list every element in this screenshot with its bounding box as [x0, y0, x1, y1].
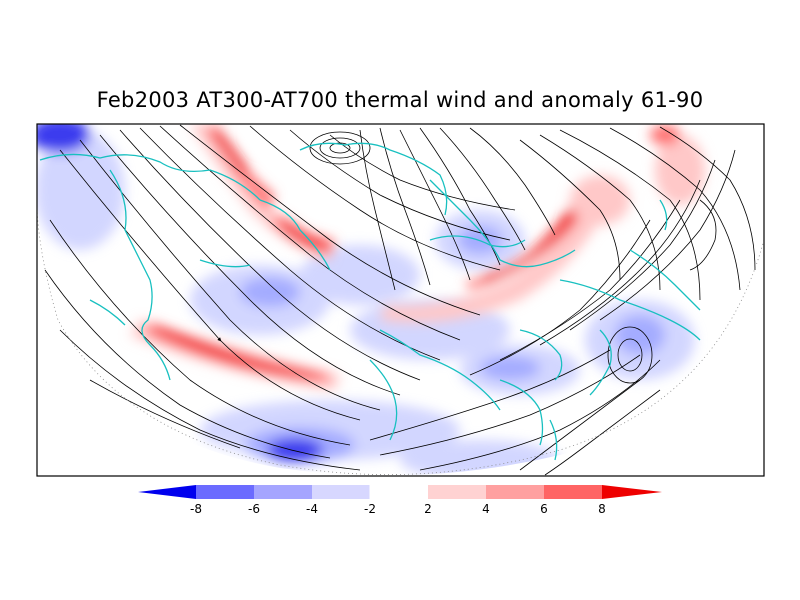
colorbar-bin: [254, 485, 312, 499]
streamlines: [44, 124, 756, 476]
colorbar-bin: [312, 485, 370, 499]
coastlines: [39, 142, 701, 461]
plot-frame: [36, 123, 765, 477]
colorbar-label: -4: [306, 502, 318, 516]
map-title: Feb2003 AT300-AT700 thermal wind and ano…: [96, 88, 704, 112]
colorbar: -8 -6 -4 -2 2 4 6 8: [138, 484, 662, 516]
colorbar-bin: [428, 485, 486, 499]
colorbar-bin: [486, 485, 544, 499]
colorbar-label: -8: [190, 502, 202, 516]
colorbar-label: -2: [364, 502, 376, 516]
colorbar-label: -6: [248, 502, 260, 516]
colorbar-extend-low: [138, 485, 196, 499]
colorbar-bin: [196, 485, 254, 499]
colorbar-bin: [544, 485, 602, 499]
colorbar-label: 2: [424, 502, 432, 516]
colorbar-extend-high: [602, 485, 662, 499]
colorbar-label: 8: [598, 502, 606, 516]
colorbar-label: 4: [482, 502, 490, 516]
colorbar-label: 6: [540, 502, 548, 516]
colorbar-bin: [369, 484, 429, 500]
anomaly-field: [37, 124, 705, 476]
